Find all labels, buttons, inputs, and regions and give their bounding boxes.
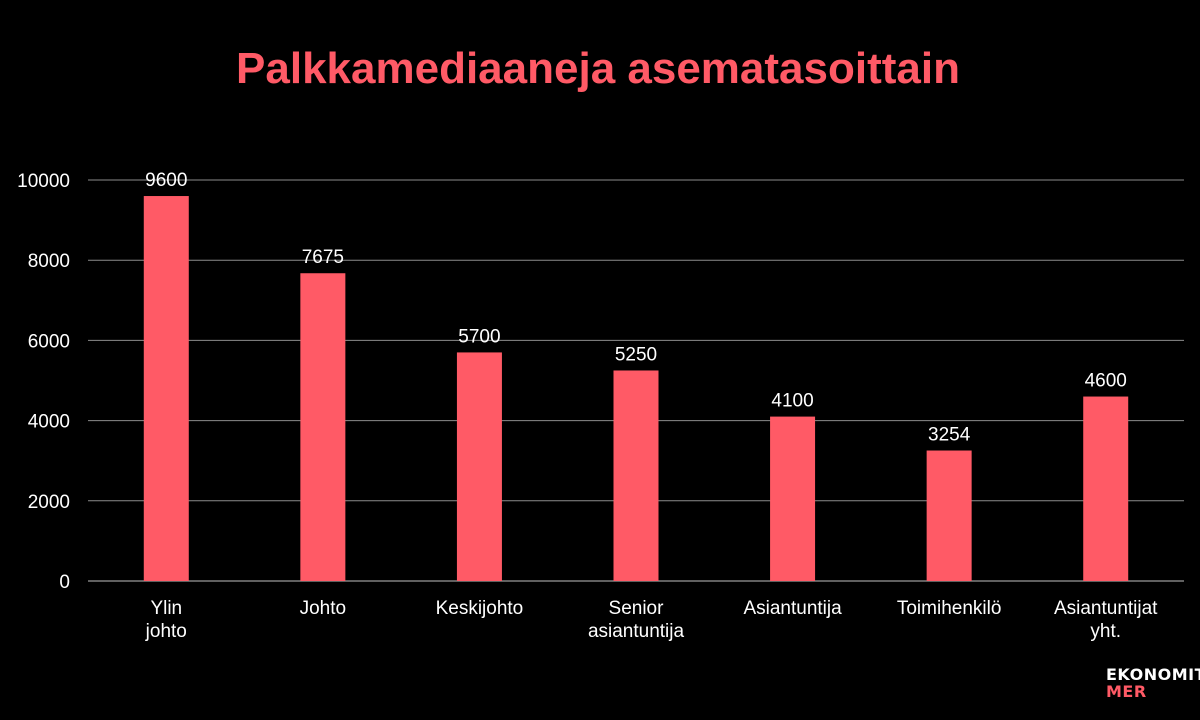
x-tick-label: Keskijohto	[436, 598, 524, 619]
y-tick-label: 2000	[28, 492, 70, 513]
y-tick-label: 0	[59, 572, 70, 593]
data-labels: 9600 7675 5700 5250 4100 3254 4600	[145, 170, 1127, 445]
logo-line-1: EKONOMIT	[1106, 665, 1200, 684]
bar	[143, 196, 189, 582]
ekonomit-logo: EKONOMIT MER	[1106, 666, 1200, 700]
data-label: 5700	[458, 326, 500, 347]
y-axis-ticks: 0 2000 4000 6000 8000 10000	[17, 171, 70, 593]
y-tick-label: 8000	[28, 251, 70, 272]
x-tick-label: Toimihenkilö	[897, 598, 1002, 619]
x-tick-label: Senior asiantuntija	[588, 598, 685, 642]
y-tick-label: 10000	[17, 171, 70, 192]
x-tick-label: Asiantuntija	[743, 598, 842, 619]
data-label: 3254	[928, 425, 971, 446]
data-label: 9600	[145, 170, 187, 191]
bar	[300, 273, 346, 581]
y-tick-label: 4000	[28, 412, 70, 433]
data-label: 5250	[615, 344, 657, 365]
x-tick-label: Johto	[300, 598, 346, 619]
bar	[926, 450, 972, 581]
bar	[613, 370, 659, 581]
chart-title: Palkkamediaaneja asematasoittain	[236, 44, 960, 93]
data-label: 4600	[1085, 371, 1127, 392]
y-tick-label: 6000	[28, 331, 70, 352]
logo-line-2: MER	[1106, 682, 1147, 701]
bar	[770, 416, 816, 581]
bar	[1083, 396, 1129, 581]
bars	[143, 196, 1129, 582]
data-label: 7675	[302, 247, 344, 268]
x-axis-ticks: Ylin johto Johto Keskijohto Senior asiantunti…	[145, 598, 1159, 642]
x-tick-label: Ylin johto	[145, 598, 187, 642]
data-label: 4100	[771, 391, 813, 412]
x-tick-label: Asiantuntijat yht.	[1054, 598, 1158, 642]
bar	[456, 352, 502, 581]
